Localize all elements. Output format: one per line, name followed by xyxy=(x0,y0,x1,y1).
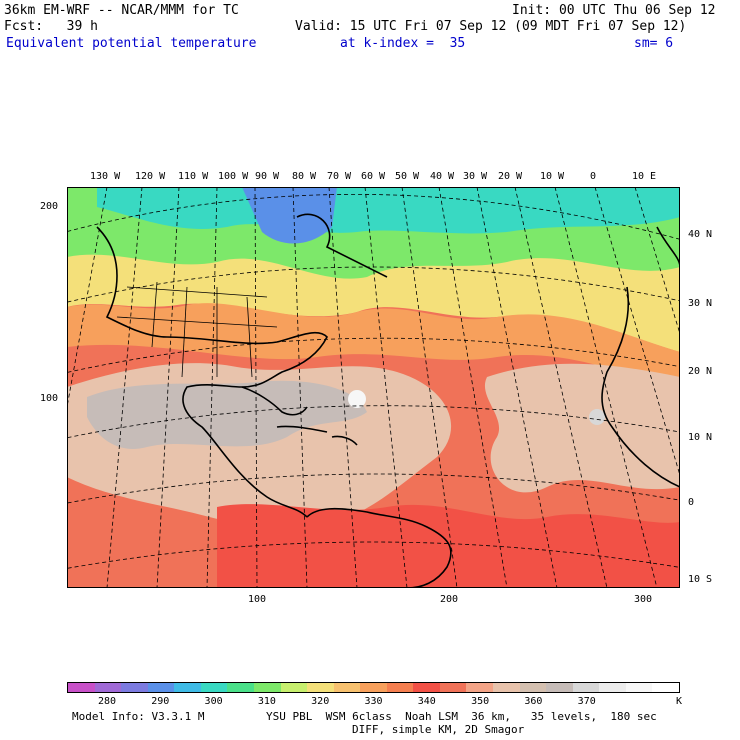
theta-e-map xyxy=(67,187,680,588)
longitude-label: 60 W xyxy=(361,171,386,182)
longitude-label: 90 W xyxy=(255,171,280,182)
graticule xyxy=(67,187,680,588)
grid-label-x-300: 300 xyxy=(634,594,653,605)
colorbar-swatch xyxy=(333,683,361,692)
colorbar-swatch xyxy=(386,683,414,692)
model-info: Model Info: V3.3.1 M xyxy=(72,710,205,723)
field-band-tan-east xyxy=(484,363,680,493)
colorbar-labels: 280 290 300 310 320 330 340 350 360 370 xyxy=(67,696,680,708)
colorbar-swatch xyxy=(413,683,440,692)
grid-label-x-200: 200 xyxy=(440,594,459,605)
latitude-label: 10 S xyxy=(688,574,713,585)
latitude-label: 10 N xyxy=(688,432,713,443)
colorbar-swatch xyxy=(94,683,122,692)
colorbar-swatch xyxy=(174,683,201,692)
colorbar-label: 350 xyxy=(471,696,490,707)
level-info: at k-index = 35 xyxy=(340,36,466,51)
grid-label-y-100: 100 xyxy=(40,393,59,404)
colorbar-units: K xyxy=(676,696,683,707)
colorbar-swatch xyxy=(68,683,95,692)
colorbar-label: 370 xyxy=(577,696,596,707)
longitude-label: 50 W xyxy=(395,171,420,182)
longitude-label: 130 W xyxy=(90,171,121,182)
colorbar-swatch xyxy=(280,683,308,692)
colorbar-label: 330 xyxy=(364,696,383,707)
field-band-blue xyxy=(242,187,337,244)
colorbar-label: 340 xyxy=(417,696,436,707)
colorbar-swatch xyxy=(439,683,467,692)
colorbar-swatch xyxy=(253,683,281,692)
longitude-label: 30 W xyxy=(463,171,488,182)
latitude-label: 20 N xyxy=(688,366,713,377)
valid-time: Valid: 15 UTC Fri 07 Sep 12 (09 MDT Fri … xyxy=(295,19,687,34)
warm-core xyxy=(348,390,366,408)
latitude-label: 40 N xyxy=(688,229,713,240)
colorbar-swatch xyxy=(546,683,573,692)
longitude-label: 80 W xyxy=(292,171,317,182)
warm-core-2 xyxy=(589,409,605,425)
colorbar-swatch xyxy=(493,683,520,692)
diffusion-info: DIFF, simple KM, 2D Smagor xyxy=(352,723,525,736)
colorbar-swatch xyxy=(466,683,493,692)
map-frame xyxy=(67,187,680,588)
colorbar xyxy=(67,682,680,693)
colorbar-swatch xyxy=(200,683,228,692)
smoothing-info: sm= 6 xyxy=(634,36,674,51)
physics-info: YSU PBL WSM 6class Noah LSM 36 km, 35 le… xyxy=(266,710,657,723)
longitude-label: 40 W xyxy=(430,171,455,182)
colorbar-swatch xyxy=(121,683,148,692)
colorbar-label: 310 xyxy=(257,696,276,707)
colorbar-label: 280 xyxy=(97,696,116,707)
colorbar-label: 360 xyxy=(524,696,543,707)
colorbar-swatch xyxy=(227,683,254,692)
grid-label-y-200: 200 xyxy=(40,201,59,212)
longitude-label: 10 E xyxy=(632,171,657,182)
colorbar-label: 320 xyxy=(311,696,330,707)
colorbar-swatch xyxy=(625,683,653,692)
longitude-label: 20 W xyxy=(498,171,523,182)
field-name: Equivalent potential temperature xyxy=(6,36,257,51)
longitude-label: 110 W xyxy=(178,171,209,182)
colorbar-swatch xyxy=(572,683,600,692)
latitude-label: 0 xyxy=(688,497,695,508)
colorbar-label: 300 xyxy=(204,696,223,707)
longitude-label: 10 W xyxy=(540,171,565,182)
colorbar-swatch xyxy=(360,683,387,692)
colorbar-swatch xyxy=(519,683,547,692)
grid-label-x-100: 100 xyxy=(248,594,267,605)
field-band-orange xyxy=(67,303,680,387)
field-band-red-south xyxy=(217,504,680,588)
colorbar-swatch xyxy=(599,683,626,692)
colorbar-swatch xyxy=(307,683,334,692)
longitude-label: 70 W xyxy=(327,171,352,182)
longitude-label: 100 W xyxy=(218,171,249,182)
latitude-label: 30 N xyxy=(688,298,713,309)
init-time: Init: 00 UTC Thu 06 Sep 12 xyxy=(512,3,716,18)
colorbar-label: 290 xyxy=(151,696,170,707)
field-band-gray xyxy=(87,380,367,449)
colorbar-swatch xyxy=(147,683,175,692)
longitude-label: 0 xyxy=(590,171,597,182)
field-band-teal xyxy=(97,187,680,234)
longitude-label: 120 W xyxy=(135,171,166,182)
colorbar-swatch xyxy=(652,683,679,692)
model-title: 36km EM-WRF -- NCAR/MMM for TC xyxy=(4,3,239,18)
state-borders xyxy=(116,281,278,378)
coastlines xyxy=(96,213,680,588)
forecast-hour: Fcst: 39 h xyxy=(4,19,98,34)
